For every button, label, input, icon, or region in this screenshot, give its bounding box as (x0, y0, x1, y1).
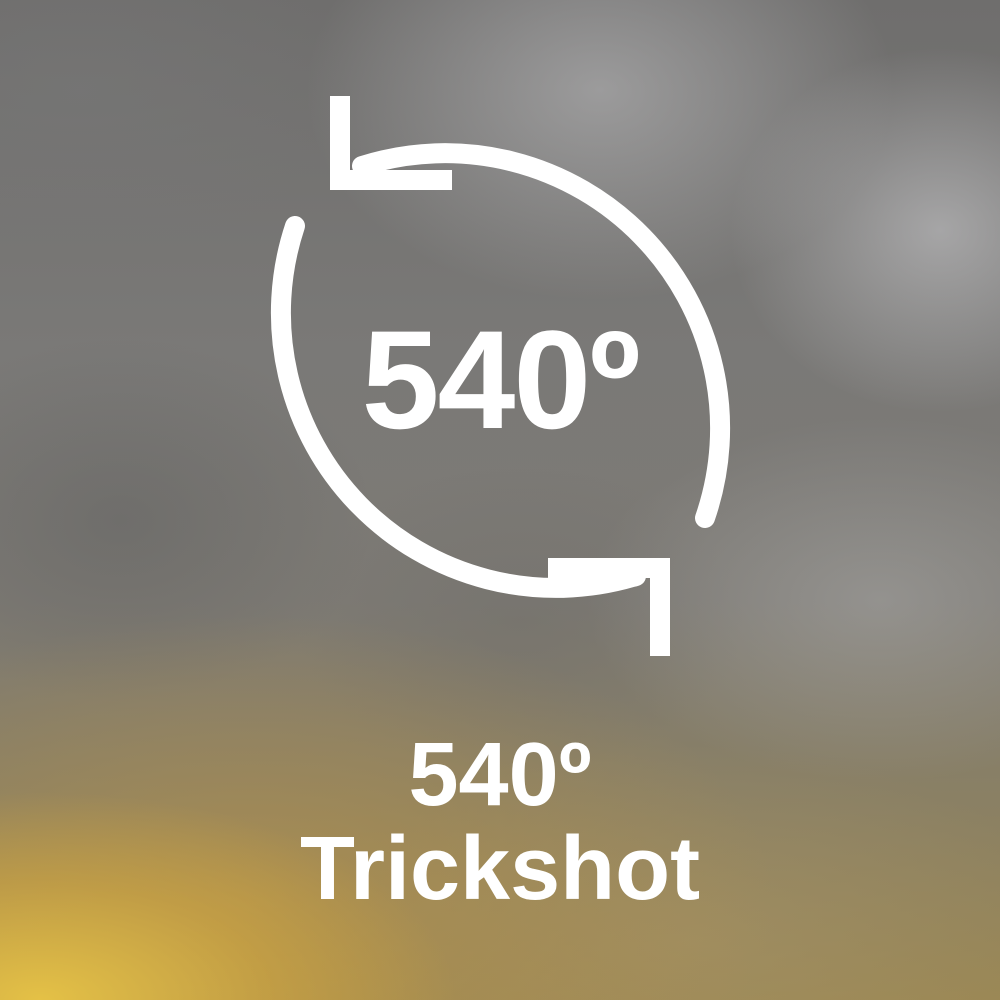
title-line-name: Trickshot (299, 819, 701, 919)
feature-title: 540º Trickshot (100, 728, 900, 916)
rotation-degree-badge: 540º (361, 301, 641, 458)
title-line-degrees: 540º (408, 725, 592, 825)
